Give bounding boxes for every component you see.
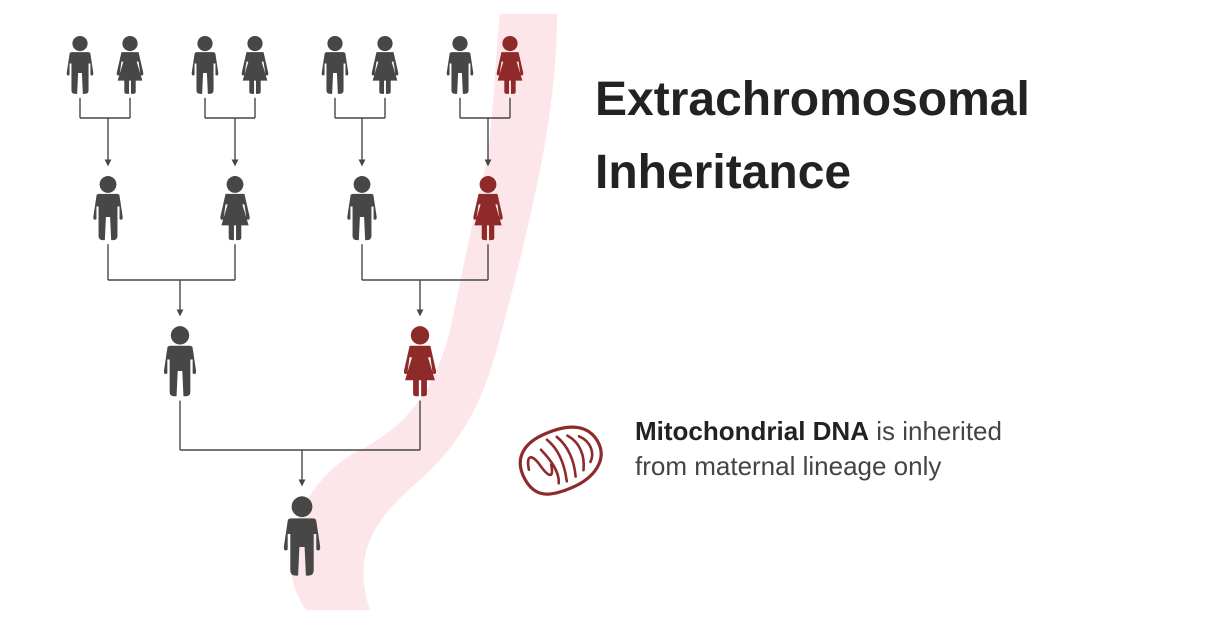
page-title: Extrachromosomal Inheritance bbox=[595, 72, 1030, 200]
person-male-icon bbox=[322, 36, 349, 94]
subtitle-rest-1: is inherited bbox=[869, 416, 1002, 446]
maternal-lineage-highlight bbox=[290, 14, 557, 610]
person-male-icon bbox=[93, 176, 122, 240]
person-male-icon bbox=[67, 36, 94, 94]
person-female-icon bbox=[372, 36, 399, 94]
title-line-1: Extrachromosomal bbox=[595, 72, 1030, 127]
subtitle-bold: Mitochondrial DNA bbox=[635, 416, 869, 446]
title-line-2: Inheritance bbox=[595, 145, 1030, 200]
person-female-icon bbox=[117, 36, 144, 94]
person-male-icon bbox=[164, 326, 196, 396]
subtitle-rest-2: from maternal lineage only bbox=[635, 451, 941, 481]
person-female-icon bbox=[242, 36, 269, 94]
person-male-icon bbox=[347, 176, 376, 240]
mitochondrion-icon bbox=[510, 413, 611, 505]
subtitle: Mitochondrial DNA is inherited from mate… bbox=[635, 414, 1002, 484]
person-male-icon bbox=[192, 36, 219, 94]
person-female-icon bbox=[220, 176, 249, 240]
person-male-icon bbox=[447, 36, 474, 94]
